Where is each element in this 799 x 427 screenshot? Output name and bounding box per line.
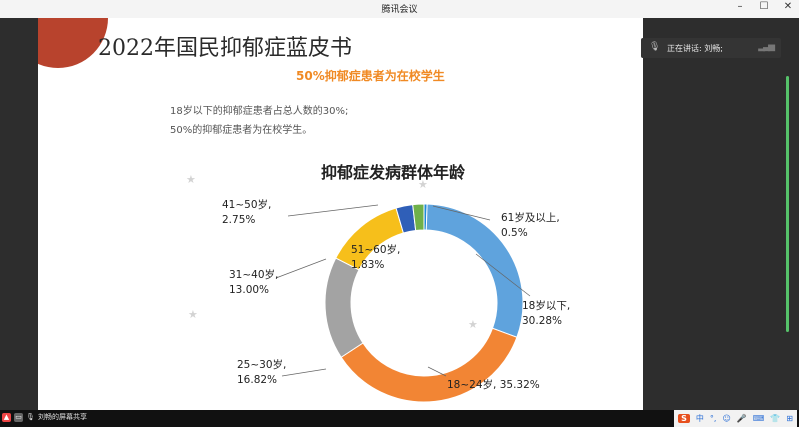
chart-data-label: 41~50岁, 2.75% bbox=[222, 199, 272, 226]
chart-data-label: 25~30岁, 16.82% bbox=[237, 359, 287, 386]
presentation-slide: 2022年国民抑郁症蓝皮书 50%抑郁症患者为在校学生 18岁以下的抑郁症患者占… bbox=[38, 18, 643, 410]
emoji-icon[interactable]: ☺ bbox=[722, 414, 731, 423]
voice-input-icon[interactable]: 🎤 bbox=[736, 414, 747, 423]
active-speaker-text: 正在讲话: 刘畅; bbox=[667, 44, 723, 53]
keyboard-icon[interactable]: ⌨ bbox=[752, 414, 765, 423]
chart-data-label: 18岁以下, 30.28% bbox=[522, 300, 571, 327]
scrollbar[interactable] bbox=[786, 76, 789, 332]
window-title: 腾讯会议 bbox=[381, 5, 418, 15]
person-icon: ▲ bbox=[2, 412, 11, 422]
sogou-ime-icon[interactable]: S bbox=[678, 414, 690, 423]
minimize-icon[interactable]: – bbox=[737, 1, 743, 12]
shared-screen-area: 2022年国民抑郁症蓝皮书 50%抑郁症患者为在校学生 18岁以下的抑郁症患者占… bbox=[0, 18, 799, 410]
donut-slice bbox=[412, 203, 425, 232]
maximize-icon[interactable]: ☐ bbox=[759, 1, 769, 12]
grid-menu-icon[interactable]: ⊞ bbox=[786, 414, 793, 423]
slide-description-line-1: 18岁以下的抑郁症患者占总人数的30%; bbox=[170, 106, 349, 117]
audio-level-icon: ▂▃▅ bbox=[758, 42, 775, 52]
window-titlebar: 腾讯会议 – ☐ ✕ bbox=[0, 0, 799, 19]
punctuation-icon[interactable]: °, bbox=[709, 414, 717, 423]
screen-share-status[interactable]: ▲ ▭ 🎙 刘畅的屏幕共享 bbox=[2, 412, 87, 422]
watermark-star-icon: ★ bbox=[468, 318, 478, 331]
chart-data-label: 18~24岁, 35.32% bbox=[447, 379, 540, 391]
ime-toolbar[interactable]: S 中 °, ☺ 🎤 ⌨ 👕 ⊞ bbox=[674, 410, 797, 427]
chart-data-label: 31~40岁, 13.00% bbox=[229, 269, 279, 296]
screen-icon: ▭ bbox=[14, 412, 23, 422]
window-controls: – ☐ ✕ bbox=[733, 1, 795, 12]
watermark-star-icon: ★ bbox=[186, 173, 196, 186]
slide-subtitle: 50%抑郁症患者为在校学生 bbox=[296, 69, 445, 83]
microphone-icon: 🎙 bbox=[26, 412, 35, 421]
watermark-star-icon: ★ bbox=[188, 308, 198, 321]
screen-share-label: 刘畅的屏幕共享 bbox=[38, 413, 87, 421]
microphone-icon: 🎙 bbox=[649, 42, 661, 52]
donut-chart bbox=[275, 203, 531, 403]
clothes-icon[interactable]: 👕 bbox=[770, 414, 781, 423]
active-speaker-indicator: 🎙 正在讲话: 刘畅; ▂▃▅ bbox=[641, 38, 781, 58]
close-icon[interactable]: ✕ bbox=[783, 1, 793, 12]
chart-data-label: 51~60岁, 1.83% bbox=[351, 244, 401, 271]
slide-title: 2022年国民抑郁症蓝皮书 bbox=[98, 36, 352, 61]
bottom-bar: ▲ ▭ 🎙 刘畅的屏幕共享 S 中 °, ☺ 🎤 ⌨ 👕 ⊞ bbox=[0, 410, 799, 427]
chart-title: 抑郁症发病群体年龄 bbox=[321, 163, 466, 182]
watermark-star-icon: ★ bbox=[418, 178, 428, 191]
ime-language-toggle[interactable]: 中 bbox=[695, 414, 704, 423]
chart-data-label: 61岁及以上, 0.5% bbox=[501, 212, 560, 239]
slide-description-line-2: 50%的抑郁症患者为在校学生。 bbox=[170, 125, 313, 136]
